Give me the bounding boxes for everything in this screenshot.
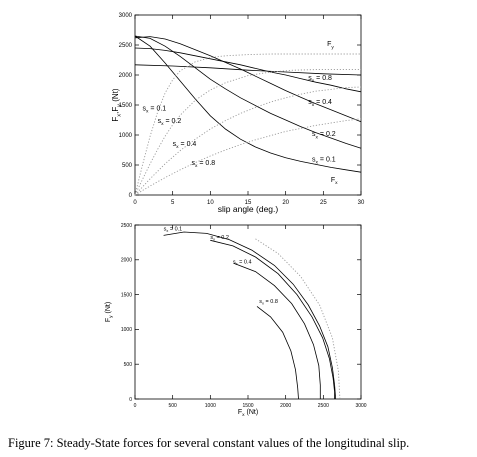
series-line-1 [134, 35, 362, 173]
x-tick-label: 30 [358, 200, 365, 206]
y-tick-label: 2500 [121, 223, 132, 229]
y-tick-label: 3000 [119, 13, 133, 19]
x-tick-label: 10 [207, 200, 214, 206]
series-line-7 [134, 69, 361, 196]
y-tick-label: 2000 [119, 73, 133, 79]
curve-label-5: sx = 0.1 [312, 156, 336, 165]
y-tick-label: 500 [124, 362, 133, 368]
x-tick-label: 15 [245, 200, 252, 206]
curve-label-4: sx = 0.2 [312, 131, 336, 140]
series-line-1 [163, 231, 336, 399]
x-tick-label: 20 [282, 200, 289, 206]
y-tick-label: 1500 [121, 292, 132, 298]
series-line-3 [134, 36, 362, 123]
x-axis-label-group: Fx (Nt) [238, 409, 258, 418]
y-tick-label: 1000 [119, 133, 133, 139]
y-axis-label-group: Fx,Fy (Nt) [111, 88, 122, 121]
y-tick-label: 2500 [119, 43, 133, 49]
curve-label-10: sx = 0.8 [192, 160, 216, 169]
curve-label-7: sx = 0.1 [143, 105, 167, 114]
y-tick-label: 500 [122, 163, 133, 169]
y-axis-label: Fx,Fy (Nt) [111, 88, 122, 121]
x-tick-label: 0 [134, 403, 137, 409]
x-tick-label: 25 [320, 200, 327, 206]
x-tick-label: 1500 [242, 403, 253, 409]
y-tick-label: 0 [129, 193, 133, 199]
x-tick-label: 1000 [205, 403, 216, 409]
y-tick-label: 2000 [121, 258, 132, 264]
curve-label-3: sx = 0.4 [233, 259, 252, 266]
x-axis-label: Fx (Nt) [238, 409, 258, 418]
plot-frame [134, 224, 362, 400]
curve-label-6: Fx [331, 177, 338, 186]
series-line-5 [255, 238, 341, 400]
curve-label-1: sx = 0.1 [164, 227, 183, 234]
chart-bottom: 0 500 1000 1500 2000 2500 3000 0 500 1000 1500 2000… [105, 223, 367, 418]
x-tick-label: 2500 [318, 403, 329, 409]
series-line-4 [256, 306, 299, 400]
x-tick-label: 2000 [280, 403, 291, 409]
x-axis-label: slip angle (deg.) [218, 204, 279, 214]
chart-top: 0 5 10 15 20 25 30 0 500 1000 1500 2000 2500 3000 Fy sx… [111, 13, 365, 214]
x-tick-label: 3000 [355, 403, 366, 409]
curve-label-1: Fy [327, 41, 334, 50]
x-tick-label: 0 [133, 200, 137, 206]
curve-label-8: sx = 0.2 [158, 118, 182, 127]
x-tick-label: 5 [171, 200, 175, 206]
figure-caption: Figure 7: Steady-State forces for severa… [8, 436, 410, 450]
curve-label-2: sx = 0.2 [210, 235, 229, 242]
y-tick-label: 1500 [119, 103, 133, 109]
y-axis-label-group: Fy (Nt) [105, 302, 114, 322]
y-axis-label: Fy (Nt) [105, 302, 114, 322]
series-line-2 [210, 239, 336, 399]
curve-label-3: sx = 0.4 [308, 99, 332, 108]
series-line-3 [233, 262, 321, 399]
series-line-4 [134, 47, 362, 93]
x-tick-label: 500 [168, 403, 177, 409]
curve-label-2: sx = 0.8 [308, 75, 332, 84]
y-tick-label: 0 [129, 397, 132, 403]
curve-label-9: sx = 0.4 [173, 141, 197, 150]
curve-label-4: sx = 0.8 [259, 299, 278, 306]
series-line-5 [134, 64, 362, 76]
y-tick-label: 1000 [121, 327, 132, 333]
